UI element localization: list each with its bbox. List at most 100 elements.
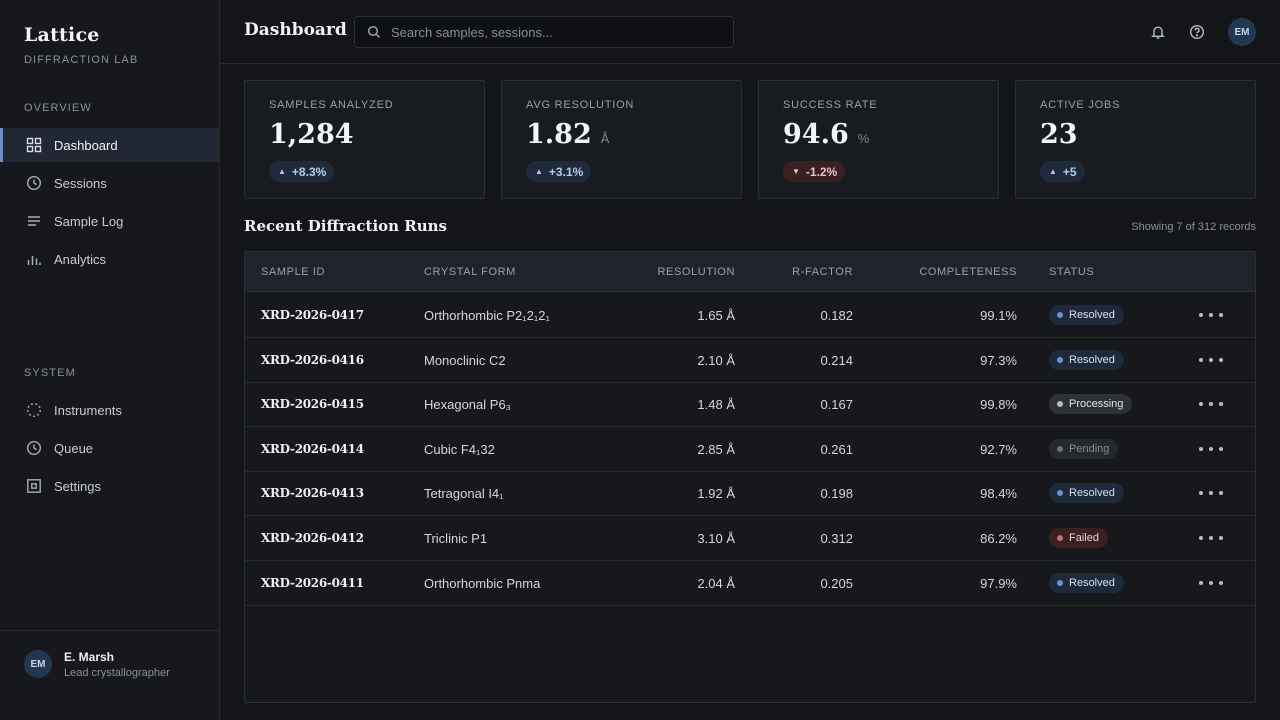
sidebar-item-label: Instruments [54, 402, 122, 418]
crystal-form: Hexagonal P6₃ [424, 397, 511, 413]
sample-id[interactable]: XRD-2026-0412 [261, 531, 364, 545]
status-dot-icon [1057, 356, 1063, 363]
bar-chart-icon [26, 251, 42, 267]
more-actions-icon[interactable] [1199, 305, 1223, 325]
sidebar-item-sessions[interactable]: Sessions [0, 166, 219, 200]
sample-id[interactable]: XRD-2026-0411 [261, 575, 364, 590]
sample-id[interactable]: XRD-2026-0414 [261, 441, 364, 456]
status-label: Resolved [1069, 487, 1115, 500]
user-role: Lead crystallographer [64, 667, 170, 679]
table-row[interactable]: XRD-2026-0412 Triclinic P1 3.10 Å 0.312 86.2… [245, 516, 1255, 561]
triangle-up-icon: ▲ [535, 167, 543, 176]
completeness-value: 98.4% [980, 486, 1017, 502]
sample-id[interactable]: XRD-2026-0417 [261, 308, 364, 322]
column-header-resolution[interactable]: RESOLUTION [657, 266, 735, 278]
search-box[interactable] [354, 16, 734, 48]
sidebar-item-analytics[interactable]: Analytics [0, 242, 219, 276]
status-dot-icon [1057, 445, 1063, 452]
stat-delta: ▼ -1.2% [783, 161, 846, 182]
status-dot-icon [1057, 401, 1063, 408]
table-row[interactable]: XRD-2026-0415 Hexagonal P6₃ 1.48 Å 0.167 99.… [245, 382, 1255, 428]
status-label: Pending [1069, 442, 1110, 455]
brand-name: Lattice [24, 24, 100, 46]
status-badge: Resolved [1049, 572, 1124, 593]
brand-subtitle: DIFFRACTION LAB [24, 54, 139, 66]
top-header: Dashboard EM [220, 0, 1280, 64]
crystal-form: Orthorhombic Pnma [424, 575, 541, 591]
table-row[interactable]: XRD-2026-0413 Tetragonal I4₁ 1.92 Å 0.198 98… [245, 471, 1255, 517]
triangle-up-icon: ▲ [1049, 167, 1057, 176]
column-header-crystal-form[interactable]: CRYSTAL FORM [424, 266, 516, 278]
status-label: Resolved [1069, 309, 1115, 321]
list-icon [26, 213, 42, 229]
system-section-label: SYSTEM [24, 367, 76, 379]
search-input[interactable] [391, 24, 721, 40]
status-badge: Pending [1049, 438, 1119, 459]
sidebar-item-dashboard[interactable]: Dashboard [0, 128, 219, 162]
more-actions-icon[interactable] [1199, 573, 1223, 593]
avatar[interactable]: EM [1228, 18, 1256, 46]
r-factor-value: 0.214 [820, 352, 853, 368]
stat-delta-value: +3.1% [548, 164, 584, 179]
stat-delta: ▲ +8.3% [269, 161, 335, 182]
resolution-value: 3.10 Å [697, 531, 735, 546]
r-factor-value: 0.205 [820, 575, 853, 591]
column-header-completeness[interactable]: COMPLETENESS [919, 266, 1017, 278]
more-actions-icon[interactable] [1199, 350, 1223, 370]
column-header-sample-id[interactable]: SAMPLE ID [261, 266, 326, 278]
sidebar-item-sample-log[interactable]: Sample Log [0, 204, 219, 238]
resolution-value: 1.48 Å [697, 397, 735, 413]
settings-square-icon [26, 478, 42, 494]
more-actions-icon[interactable] [1199, 483, 1223, 503]
stat-number: 94.6 [783, 119, 849, 150]
stat-card-samples: SAMPLES ANALYZED 1,284 ▲ +8.3% [244, 80, 485, 199]
sidebar-item-label: Dashboard [54, 137, 118, 153]
sample-id[interactable]: XRD-2026-0415 [261, 397, 364, 412]
sidebar-item-label: Sample Log [54, 213, 124, 229]
stat-value: 94.6% [783, 119, 869, 150]
completeness-value: 92.7% [980, 441, 1017, 457]
sidebar-item-settings[interactable]: Settings [0, 469, 219, 503]
grid-icon [26, 137, 42, 153]
avatar: EM [24, 650, 52, 678]
table-row[interactable]: XRD-2026-0414 Cubic F4₁32 2.85 Å 0.261 92.7%… [245, 427, 1255, 472]
sidebar-item-instruments[interactable]: Instruments [0, 393, 219, 427]
more-actions-icon[interactable] [1199, 394, 1223, 414]
table-row[interactable]: XRD-2026-0416 Monoclinic C2 2.10 Å 0.214 97.… [245, 338, 1255, 383]
clock-icon [26, 440, 42, 456]
sidebar-item-label: Analytics [54, 251, 107, 267]
sidebar-item-label: Sessions [54, 175, 107, 191]
column-header-r-factor[interactable]: R-FACTOR [792, 266, 853, 278]
stat-delta-value: +5 [1062, 164, 1077, 179]
triangle-up-icon: ▲ [278, 167, 286, 176]
record-count: Showing 7 of 312 records [1131, 221, 1256, 233]
bell-icon[interactable] [1148, 22, 1168, 42]
sample-id[interactable]: XRD-2026-0413 [261, 486, 364, 501]
search-icon [367, 25, 381, 39]
r-factor-value: 0.312 [820, 531, 853, 546]
crystal-form: Tetragonal I4₁ [424, 486, 504, 502]
user-profile[interactable]: EM E. Marsh Lead crystallographer [0, 630, 219, 720]
stat-value: 23 [1040, 119, 1078, 150]
r-factor-value: 0.261 [820, 441, 853, 457]
sample-id[interactable]: XRD-2026-0416 [261, 352, 364, 367]
status-badge: Processing [1049, 394, 1133, 415]
status-badge: Failed [1049, 528, 1108, 548]
more-actions-icon[interactable] [1199, 439, 1223, 459]
triangle-down-icon: ▼ [792, 167, 800, 176]
resolution-value: 2.85 Å [697, 441, 735, 457]
stat-card-active-jobs: ACTIVE JOBS 23 ▲ +5 [1015, 80, 1256, 199]
sidebar-item-queue[interactable]: Queue [0, 431, 219, 465]
table-row[interactable]: XRD-2026-0417 Orthorhombic P2₁2₁2₁ 1.65 Å 0… [245, 293, 1255, 338]
table-row[interactable]: XRD-2026-0411 Orthorhombic Pnma 2.04 Å 0.20… [245, 561, 1255, 606]
status-dot-icon [1057, 490, 1063, 497]
help-icon[interactable] [1187, 22, 1207, 42]
more-actions-icon[interactable] [1199, 528, 1223, 548]
crystal-form: Cubic F4₁32 [424, 441, 495, 457]
resolution-value: 1.92 Å [697, 486, 735, 502]
resolution-value: 2.04 Å [697, 575, 735, 591]
column-header-status[interactable]: STATUS [1049, 266, 1095, 278]
r-factor-value: 0.182 [820, 308, 853, 323]
stat-value: 1,284 [269, 119, 354, 150]
sidebar: Lattice DIFFRACTION LAB OVERVIEW Dashboa… [0, 0, 220, 720]
